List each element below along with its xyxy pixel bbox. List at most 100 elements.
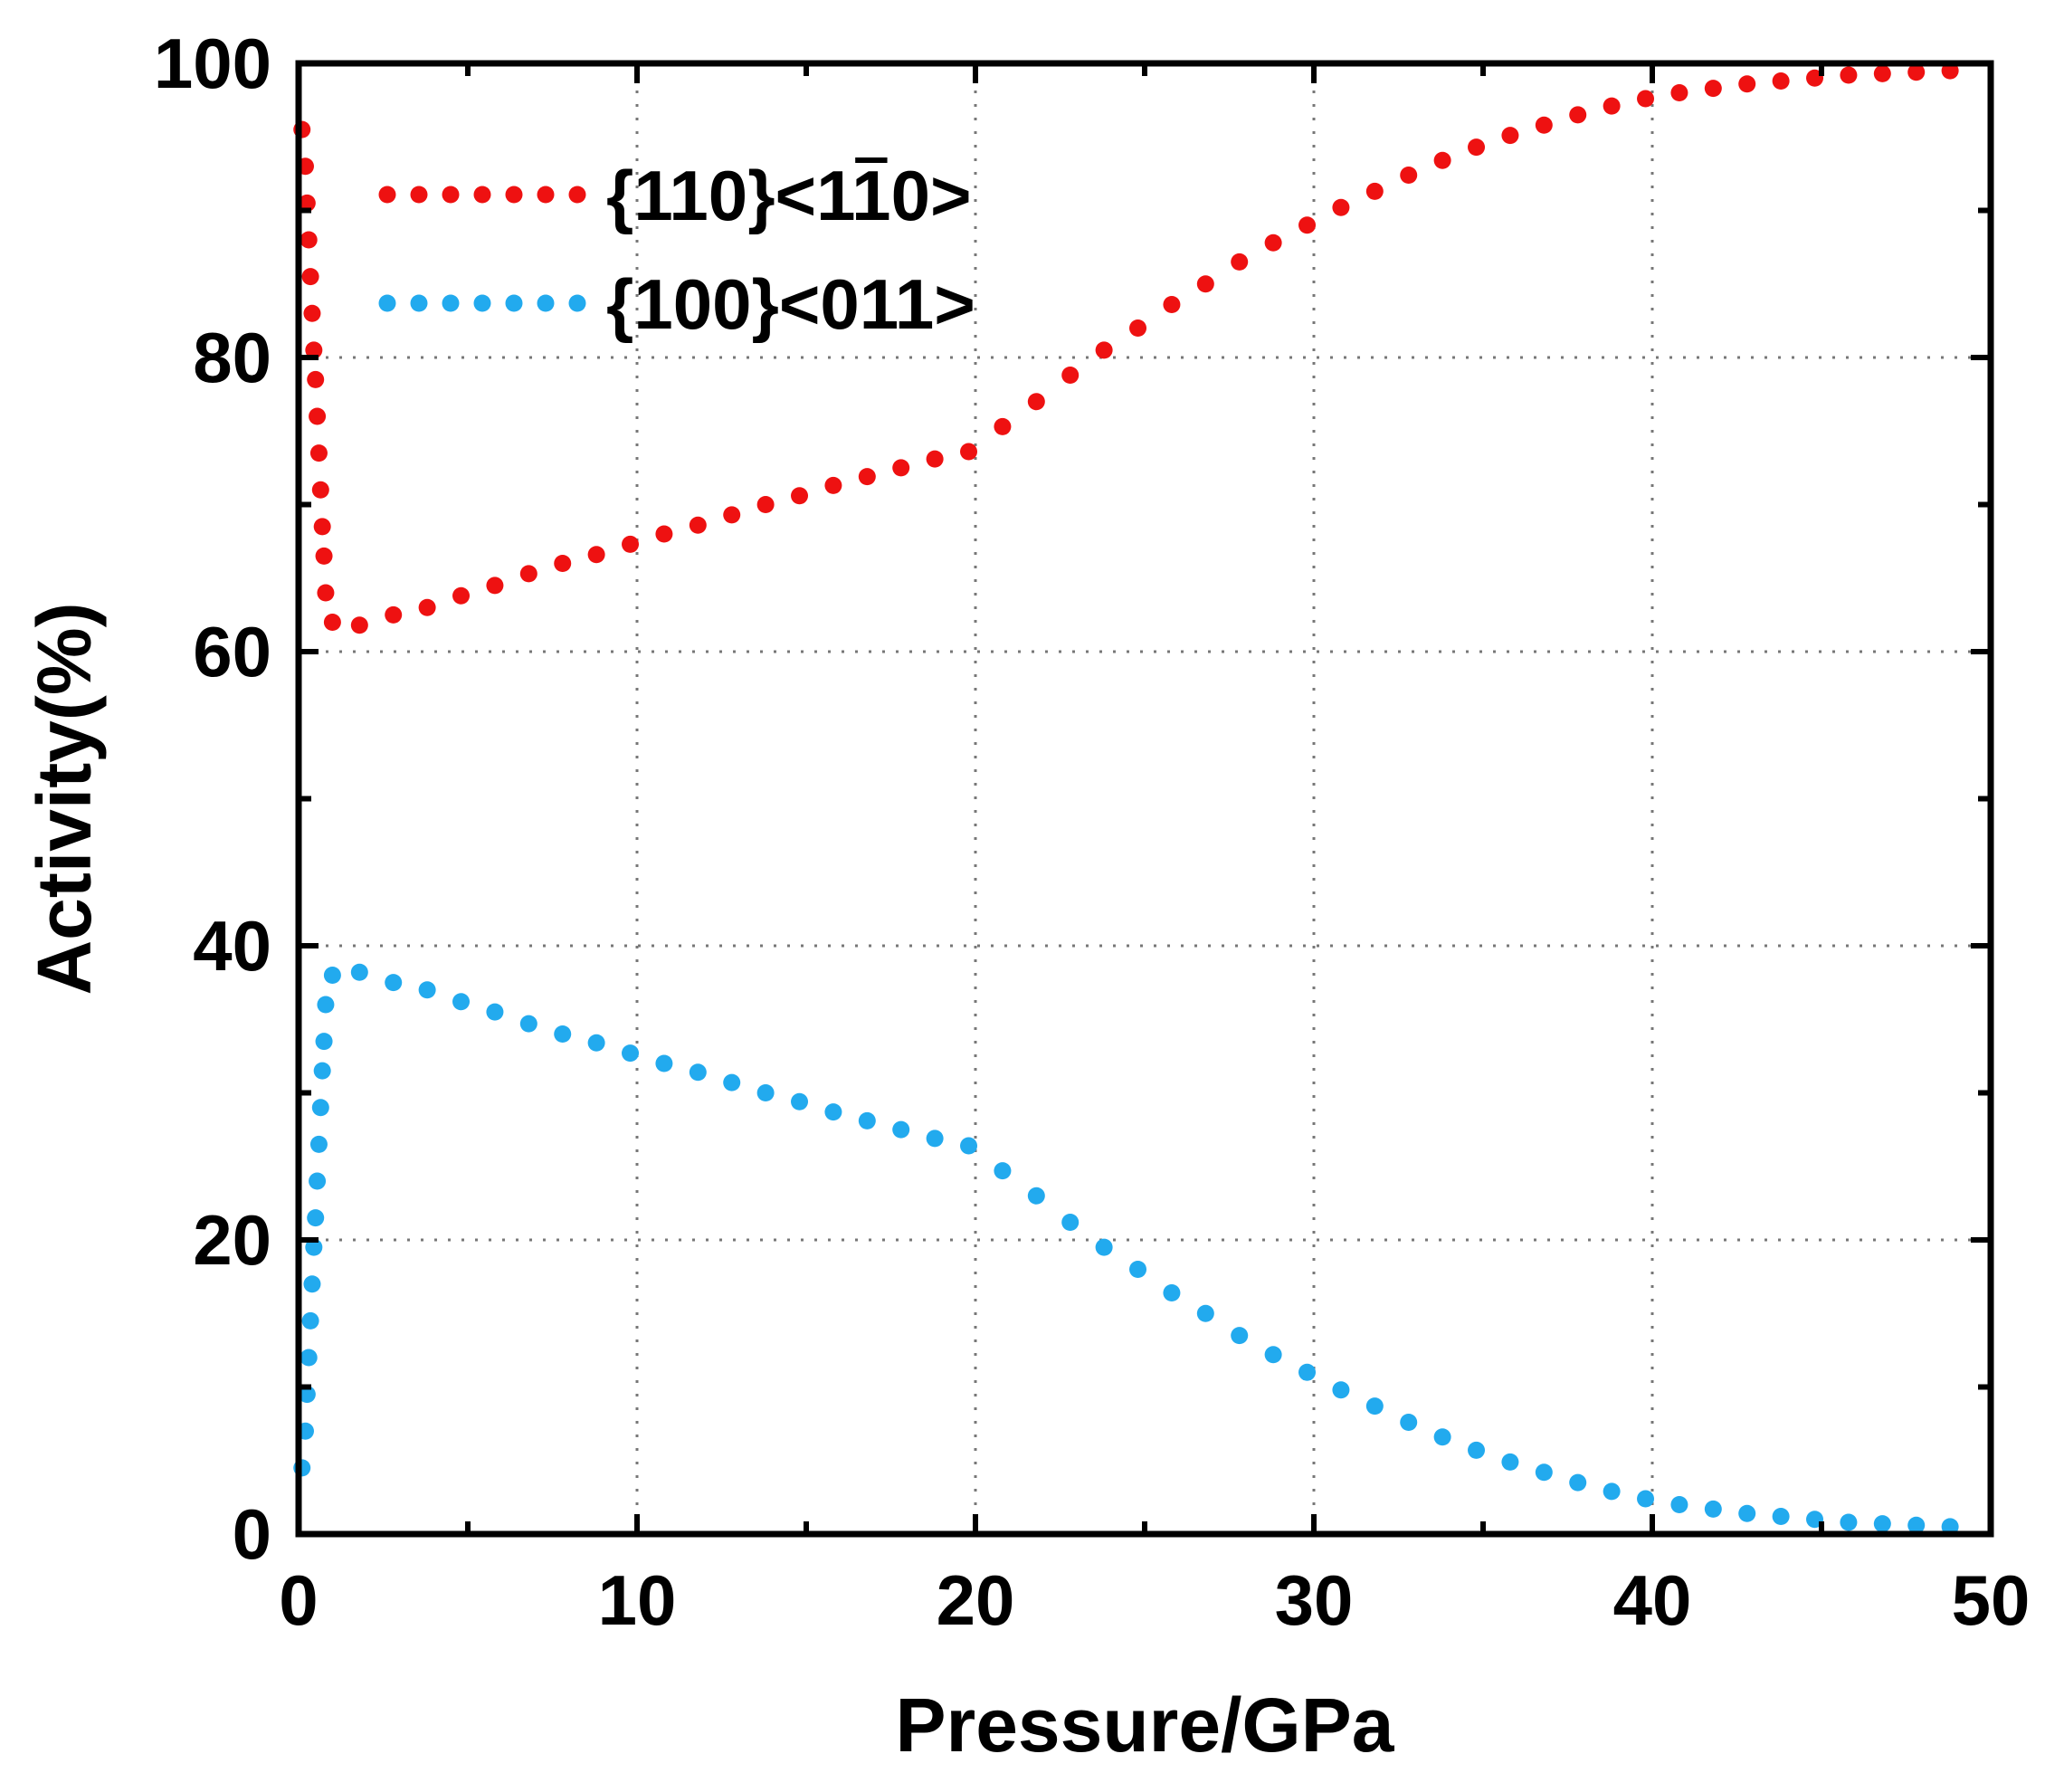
data-point (1061, 367, 1080, 384)
data-point (1298, 1363, 1317, 1381)
data-point (519, 1015, 537, 1033)
grid (299, 63, 1991, 1534)
data-point (1027, 1187, 1045, 1205)
data-point (1501, 127, 1519, 145)
data-point (1907, 1516, 1926, 1534)
data-point (994, 417, 1012, 435)
data-point (519, 565, 537, 583)
data-point (926, 1130, 944, 1148)
data-point (311, 1099, 329, 1117)
y-tick-label: 40 (193, 906, 271, 986)
data-point (298, 1386, 316, 1404)
data-point (1400, 1414, 1418, 1431)
data-point (1873, 1515, 1891, 1533)
y-tick-label: 80 (193, 318, 271, 397)
data-point (858, 1111, 876, 1130)
data-point (1095, 1238, 1113, 1256)
data-point (1332, 1381, 1350, 1399)
legend-marker (505, 186, 523, 204)
data-point (307, 1209, 325, 1227)
legend-marker (442, 294, 460, 312)
legend-label: {100}<011> (606, 264, 975, 344)
data-point (1569, 1473, 1587, 1492)
legend-marker (537, 294, 555, 312)
data-point (305, 341, 323, 359)
data-point (418, 981, 436, 999)
legend-marker (410, 294, 428, 312)
data-point (452, 586, 471, 605)
x-tick-label: 30 (1275, 1560, 1354, 1640)
legend-marker (537, 186, 555, 204)
data-point (960, 1137, 978, 1155)
x-tick-label: 20 (937, 1560, 1015, 1640)
data-point (655, 525, 673, 543)
data-point (300, 1349, 318, 1367)
data-point (452, 993, 471, 1011)
data-point (756, 496, 775, 513)
data-point (1365, 1397, 1384, 1415)
data-point (1637, 90, 1655, 108)
data-point (303, 1275, 321, 1293)
data-point (622, 1044, 640, 1063)
data-point (723, 1073, 741, 1091)
data-point (587, 1034, 605, 1052)
data-point (385, 974, 403, 992)
data-point (309, 1172, 327, 1190)
data-point (301, 268, 319, 286)
data-point (1603, 1482, 1621, 1501)
data-point (1365, 182, 1384, 200)
data-point (756, 1084, 775, 1101)
data-point (1840, 66, 1858, 84)
y-tick-label: 60 (193, 612, 271, 691)
data-point (791, 1092, 809, 1110)
legend-marker (568, 294, 586, 312)
data-point (486, 1003, 504, 1021)
x-tick-label: 50 (1952, 1560, 2031, 1640)
legend-marker (378, 186, 396, 204)
data-point (303, 304, 321, 322)
data-point (486, 577, 504, 595)
data-point (311, 481, 329, 499)
data-point (892, 459, 910, 477)
data-point (1129, 319, 1147, 337)
data-point (858, 468, 876, 486)
plot-frame (295, 60, 1994, 1538)
data-point (315, 1033, 333, 1051)
data-point (301, 1311, 319, 1330)
data-point (1129, 1261, 1147, 1278)
data-point (1231, 1327, 1249, 1345)
data-point (1163, 296, 1181, 313)
data-point (1332, 198, 1350, 216)
x-tick-label: 0 (279, 1560, 318, 1640)
data-point (350, 616, 368, 634)
data-point (587, 546, 605, 564)
data-point (323, 967, 341, 984)
data-point (298, 194, 316, 212)
data-point (1535, 1463, 1553, 1482)
x-axis-title: Pressure/GPa (895, 1682, 1394, 1768)
data-point (1196, 1304, 1214, 1322)
data-point (309, 1135, 328, 1153)
data-point (317, 584, 335, 602)
data-point (1603, 97, 1621, 115)
y-tick-label: 0 (233, 1494, 271, 1574)
data-point (1637, 1490, 1655, 1508)
data-point (307, 370, 325, 388)
data-point (1468, 1441, 1486, 1459)
data-point (994, 1162, 1012, 1180)
legend: {110}<110> {100}<011> (378, 156, 975, 344)
y-tick-label: 100 (154, 24, 271, 103)
data-point (1298, 216, 1317, 234)
data-point (1433, 1428, 1451, 1446)
data-point (1095, 341, 1113, 359)
data-point (323, 614, 341, 631)
data-point (418, 598, 436, 616)
data-point (1907, 63, 1926, 81)
data-point (313, 518, 331, 536)
data-point (313, 1062, 331, 1080)
data-point (824, 1103, 842, 1121)
legend-marker (473, 186, 491, 204)
x-tick-label: 40 (1613, 1560, 1692, 1640)
legend-marker (568, 186, 586, 204)
series-2 (293, 963, 1959, 1536)
